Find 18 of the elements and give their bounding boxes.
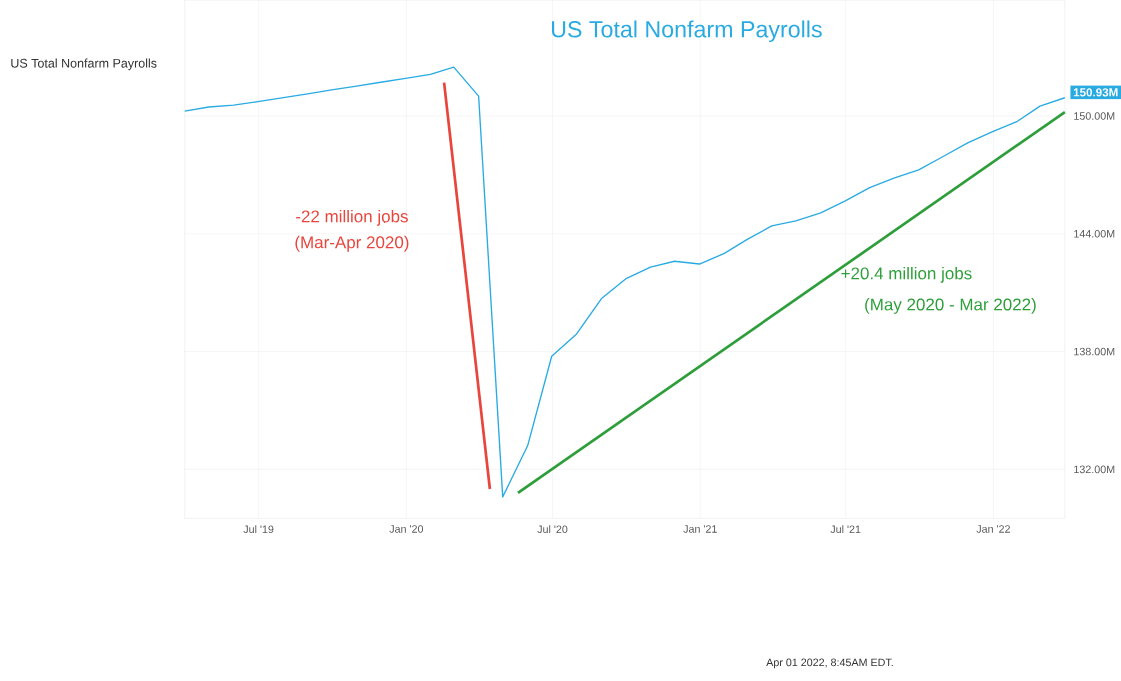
y-tick-label: 144.00M [1074,229,1115,238]
x-tick-label: Jan '20 [389,525,424,533]
annotation: (May 2020 - Mar 2022) [865,297,1036,314]
x-tick-label: Jul '19 [243,525,274,533]
y-tick-label: 138.00M [1074,347,1115,356]
text: US Total Nonfarm Payrolls [11,58,157,70]
x-tick-label: Jan '22 [976,525,1010,533]
x-tick-label: Jul '21 [830,525,861,533]
y-tick-label: 132.00M [1074,465,1115,473]
y-tick-label: 150.00M [1074,112,1115,120]
text: US Total Nonfarm Payrolls [551,20,822,42]
annotation: -22 million jobs [296,209,408,226]
annotation: 150.93M [1073,88,1118,97]
text: Apr 01 2022, 8:45AM EDT. [766,658,893,669]
x-tick-label: Jul '20 [537,525,568,533]
annotation: +20.4 million jobs [841,266,972,283]
annotation: (Mar-Apr 2020) [295,235,409,252]
x-tick-label: Jan '21 [683,525,717,533]
